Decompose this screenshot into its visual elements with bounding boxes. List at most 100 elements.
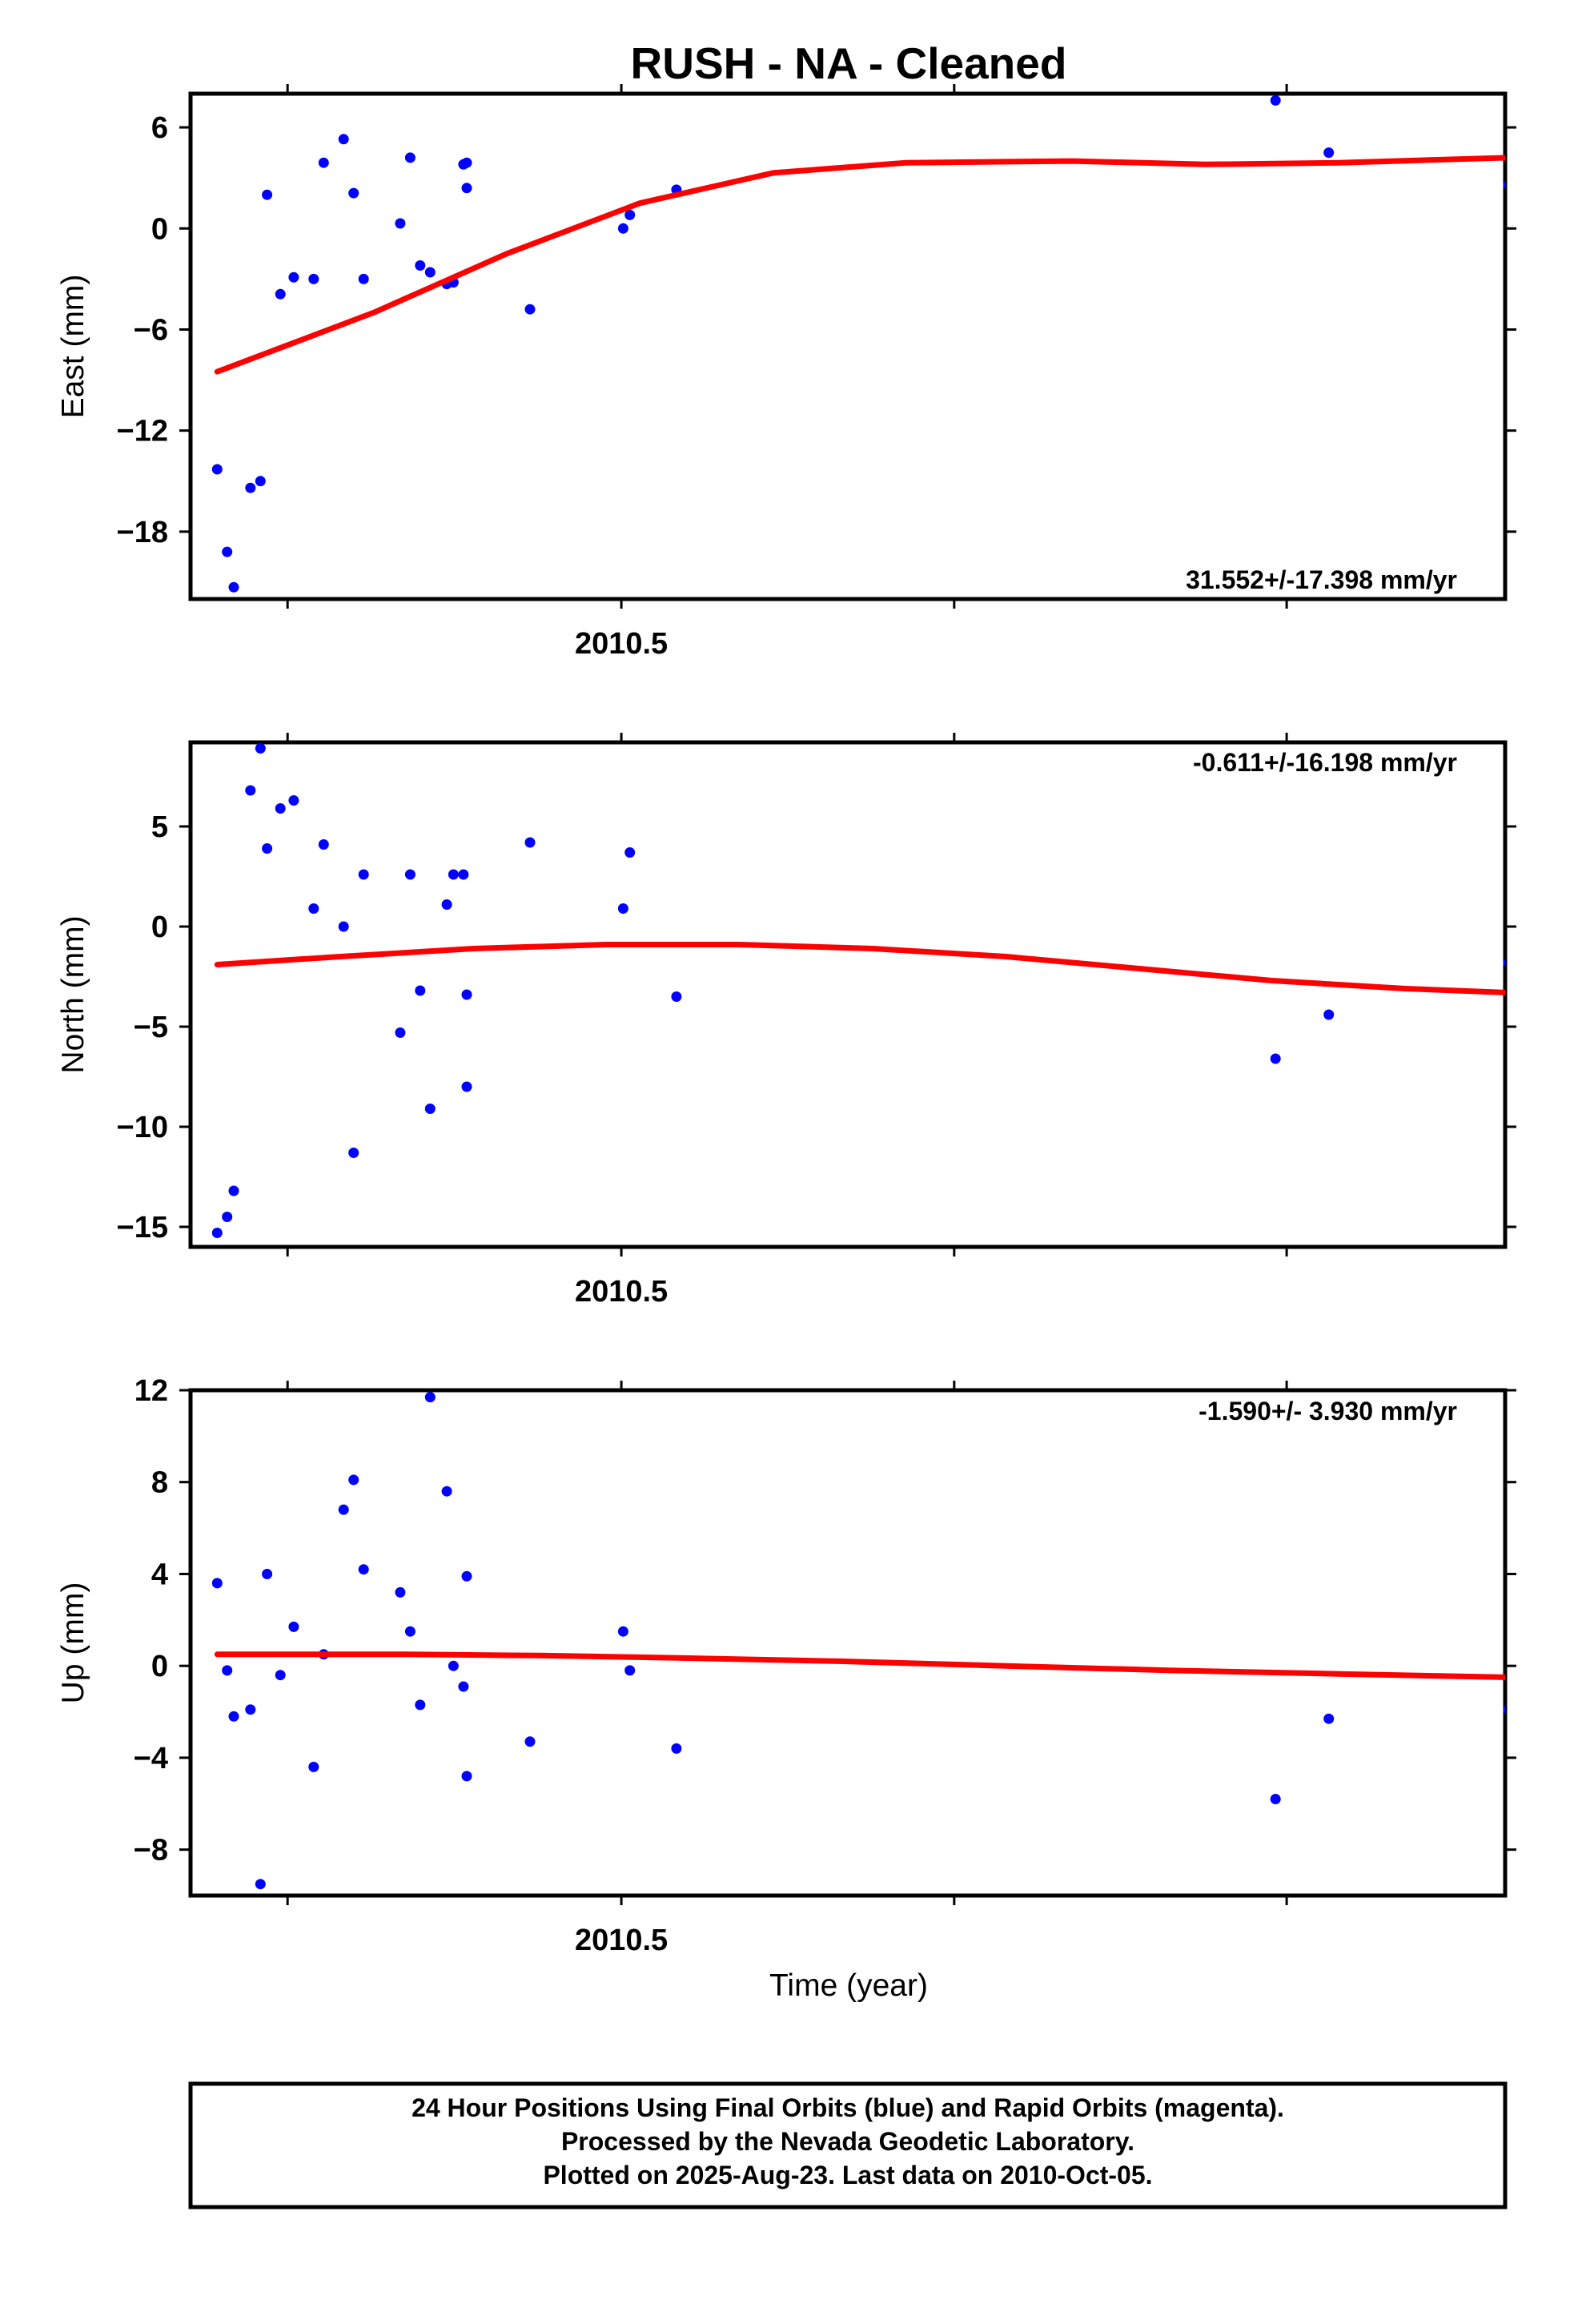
data-point: [245, 1704, 256, 1715]
y-tick-label: 0: [151, 212, 168, 246]
data-point: [404, 1626, 416, 1637]
up-panel: 2010.5 12 8 4 0 −4 −8 Up (mm) -1.590+/- 3.930 mm…: [56, 1374, 1516, 1957]
y-tick-label: 8: [151, 1466, 168, 1500]
velocity-label: 31.552+/-17.398 mm/yr: [1186, 565, 1457, 594]
data-point: [255, 1879, 266, 1890]
y-tick-label: 0: [151, 911, 168, 944]
data-point: [1270, 1053, 1281, 1064]
data-point: [1503, 959, 1505, 967]
plot-frame: [188, 1388, 1508, 1898]
data-point: [617, 903, 628, 914]
y-tick-label: 5: [151, 810, 168, 844]
trend-line: [214, 1651, 1505, 1680]
data-point: [1270, 1794, 1281, 1804]
y-tick-label: 6: [151, 111, 168, 145]
data-point: [424, 267, 436, 278]
data-point: [288, 271, 299, 283]
data-point: [461, 183, 472, 194]
data-point: [395, 1027, 406, 1038]
data-point: [448, 869, 459, 880]
data-point: [348, 1474, 359, 1486]
data-point: [308, 273, 319, 284]
data-point: [222, 1212, 233, 1222]
data-point: [211, 464, 223, 475]
data-point: [1323, 147, 1335, 159]
velocity-label: -1.590+/- 3.930 mm/yr: [1199, 1397, 1457, 1425]
data-point: [524, 1736, 536, 1747]
data-point: [1323, 1713, 1335, 1724]
data-point: [671, 991, 682, 1002]
y-tick-label: −4: [134, 1742, 168, 1775]
data-point: [245, 482, 256, 493]
data-point: [395, 218, 406, 229]
data-point: [458, 1681, 469, 1692]
data-point: [308, 1761, 319, 1772]
y-tick-label: 4: [151, 1558, 168, 1591]
data-point: [255, 476, 266, 487]
data-point: [448, 1660, 459, 1671]
y-tick-label: −12: [117, 415, 168, 448]
data-point: [348, 1148, 359, 1158]
y-axis-label: Up (mm): [56, 1582, 90, 1704]
data-point: [415, 260, 426, 271]
data-point: [458, 869, 469, 880]
data-point: [228, 1711, 239, 1722]
data-point: [338, 1504, 349, 1515]
data-layer: [211, 94, 1505, 593]
data-point: [458, 159, 469, 170]
data-point: [262, 843, 273, 854]
y-tick-label: −10: [117, 1111, 168, 1144]
data-point: [617, 223, 628, 234]
data-point: [404, 152, 416, 163]
data-point: [624, 1665, 636, 1676]
data-point: [228, 581, 239, 593]
data-point: [461, 1771, 472, 1782]
data-point: [1270, 94, 1281, 106]
east-panel: 2010.5 6 0 −6 −12 −18 East (mm) 31.552+/-17.398…: [56, 84, 1516, 661]
footer-line-1: 24 Hour Positions Using Final Orbits (bl…: [412, 2093, 1284, 2122]
data-point: [358, 1564, 369, 1575]
figure-title: RUSH - NA - Cleaned: [631, 38, 1067, 88]
data-point: [415, 985, 426, 996]
data-point: [338, 921, 349, 932]
data-layer: [211, 1392, 1505, 1890]
data-point: [288, 1621, 299, 1632]
data-point: [461, 1570, 472, 1582]
data-point: [461, 1081, 472, 1092]
footer-box: [188, 2081, 1508, 2209]
footer-line-3: Plotted on 2025-Aug-23. Last data on 201…: [543, 2161, 1152, 2189]
data-point: [524, 837, 536, 848]
data-point: [318, 839, 329, 850]
data-point: [211, 1228, 223, 1238]
data-point: [222, 1665, 233, 1676]
y-tick-label: −8: [134, 1834, 168, 1868]
y-tick-label: −18: [117, 516, 168, 549]
data-point: [404, 869, 416, 880]
data-point: [338, 134, 349, 145]
y-axis-label: North (mm): [56, 915, 90, 1073]
data-point: [262, 189, 273, 200]
data-point: [415, 1699, 426, 1711]
data-point: [308, 903, 319, 914]
data-point: [318, 157, 329, 168]
data-point: [1323, 1009, 1335, 1020]
footer-line-2: Processed by the Nevada Geodetic Laborat…: [561, 2127, 1134, 2156]
data-layer: [211, 743, 1505, 1238]
y-tick-label: −5: [134, 1011, 168, 1044]
data-point: [245, 785, 256, 796]
y-tick-label: −15: [117, 1211, 168, 1244]
data-point: [424, 1104, 436, 1114]
north-panel: 2010.5 5 0 −5 −10 −15 North (mm) -0.611+/-16.19…: [56, 733, 1516, 1309]
x-tick-label: 2010.5: [575, 627, 668, 661]
data-point: [211, 1578, 223, 1589]
data-point: [624, 209, 636, 220]
y-tick-label: 0: [151, 1650, 168, 1683]
plot-frame: [188, 740, 1508, 1249]
data-point: [275, 1670, 286, 1681]
x-axis-label: Time (year): [769, 1968, 928, 2003]
data-point: [461, 989, 472, 1000]
plot-frame: [188, 91, 1508, 601]
data-point: [441, 1486, 452, 1497]
data-point: [524, 304, 536, 315]
data-point: [228, 1185, 239, 1196]
